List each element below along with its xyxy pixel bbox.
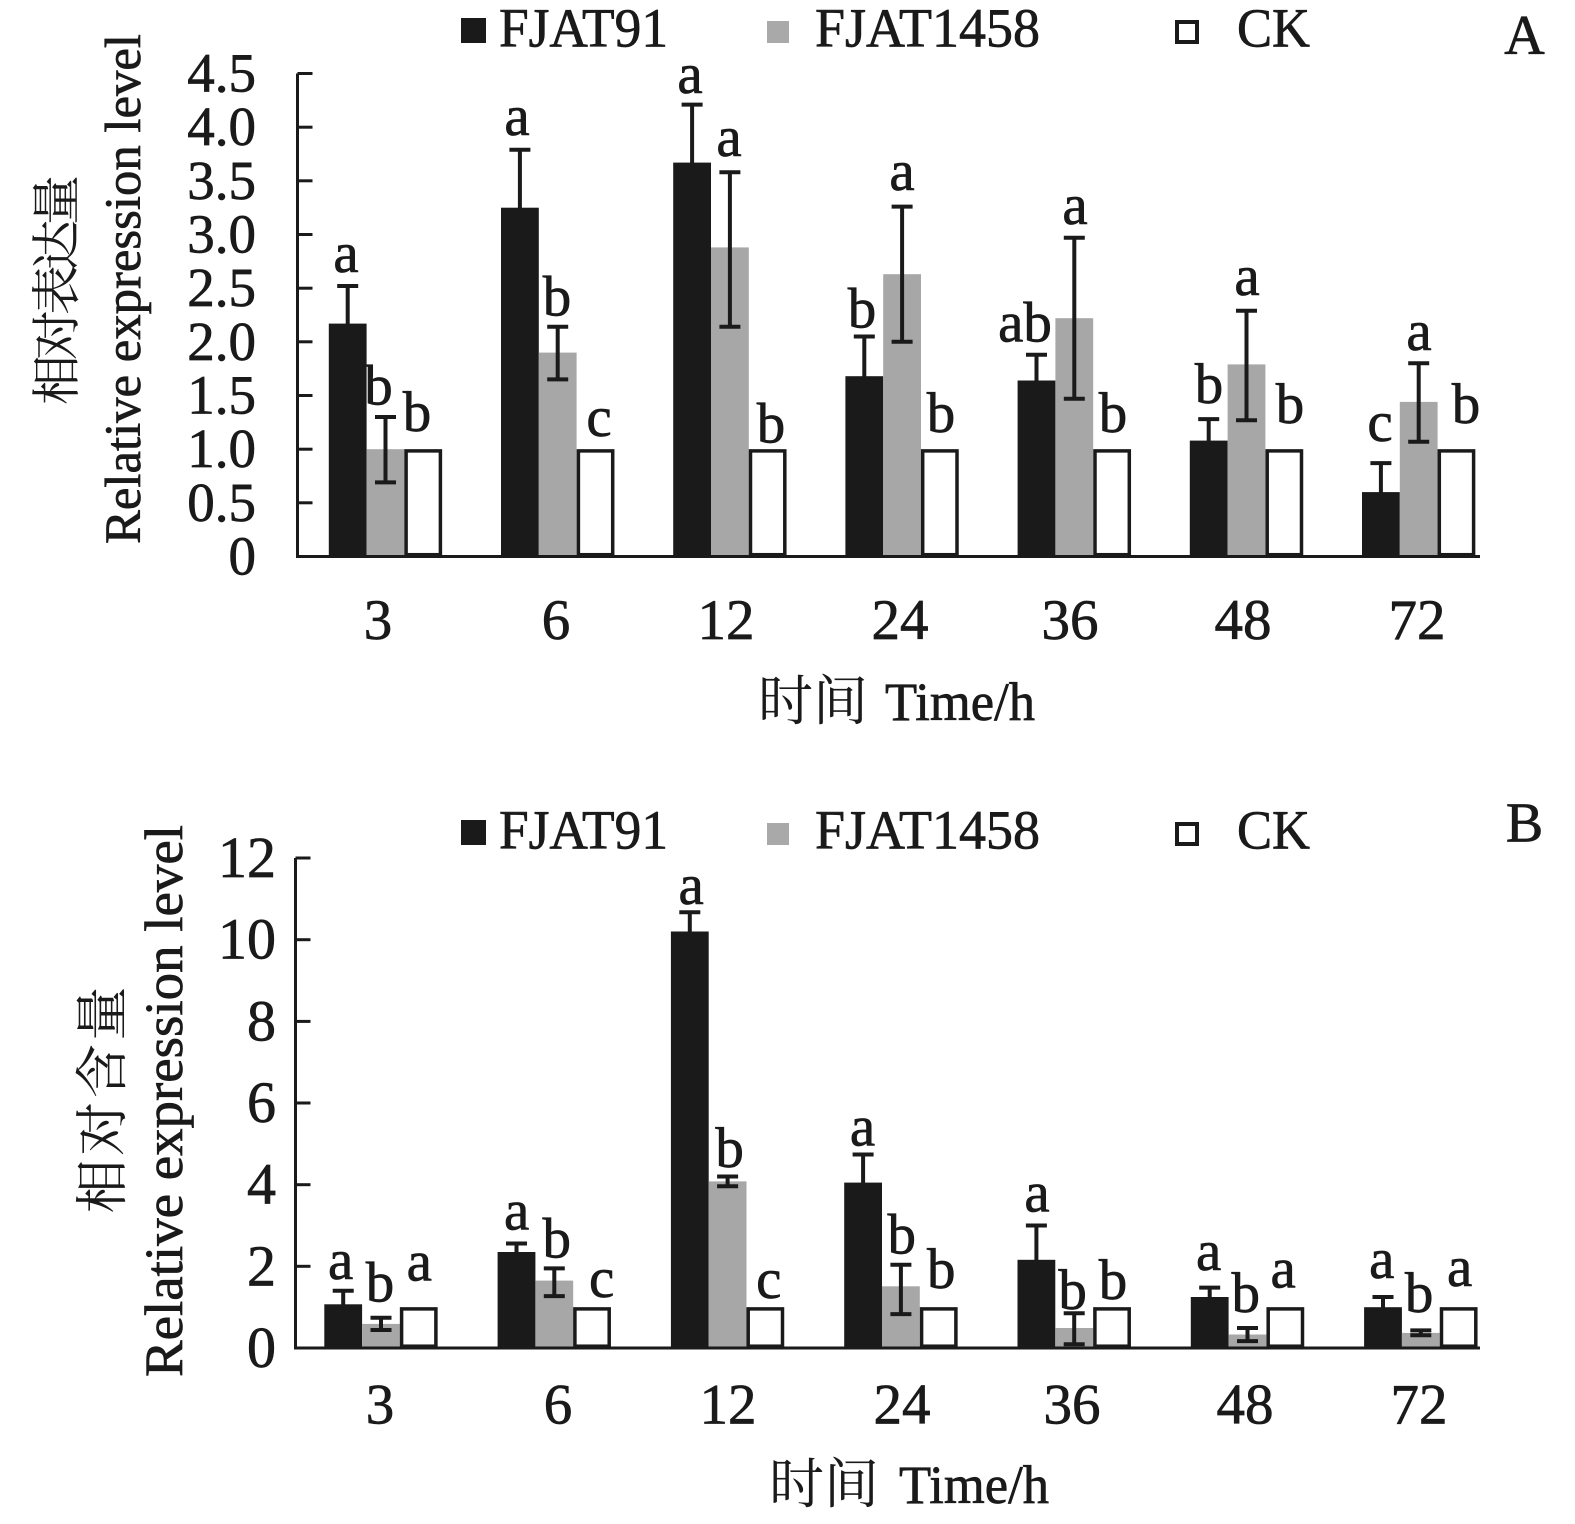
svg-text:6: 6	[247, 1070, 276, 1135]
svg-text:b: b	[927, 1238, 956, 1301]
svg-text:b: b	[1195, 353, 1224, 416]
svg-text:a: a	[679, 854, 704, 917]
svg-text:6: 6	[544, 1374, 573, 1437]
svg-text:24: 24	[872, 589, 929, 652]
svg-text:b: b	[715, 1117, 744, 1180]
svg-text:b: b	[403, 381, 432, 444]
svg-text:b: b	[1452, 373, 1481, 436]
svg-text:a: a	[1270, 1238, 1295, 1301]
svg-text:ab: ab	[998, 292, 1052, 355]
svg-text:b: b	[366, 1252, 395, 1315]
svg-text:A: A	[1504, 5, 1545, 67]
svg-text:c: c	[756, 1248, 781, 1311]
svg-text:b: b	[1232, 1262, 1261, 1325]
svg-text:3: 3	[366, 1374, 395, 1437]
svg-text:a: a	[504, 1180, 529, 1243]
svg-text:0: 0	[229, 526, 257, 587]
svg-text:b: b	[757, 393, 786, 456]
svg-text:36: 36	[1044, 1374, 1101, 1437]
svg-text:b: b	[848, 278, 877, 341]
svg-text:48: 48	[1215, 589, 1272, 652]
svg-text:CK: CK	[1237, 800, 1310, 861]
svg-text:b: b	[364, 355, 393, 418]
svg-text:c: c	[586, 386, 611, 449]
svg-text:48: 48	[1217, 1374, 1274, 1437]
svg-text:0: 0	[247, 1315, 276, 1380]
svg-text:4: 4	[247, 1152, 276, 1217]
svg-text:FJAT91: FJAT91	[499, 0, 668, 59]
svg-text:3: 3	[364, 589, 393, 652]
svg-text:b: b	[927, 382, 956, 445]
svg-text:FJAT1458: FJAT1458	[815, 800, 1040, 861]
svg-text:4.5: 4.5	[187, 43, 256, 104]
svg-text:72: 72	[1391, 1374, 1448, 1437]
svg-text:b: b	[542, 1208, 571, 1271]
svg-text:b: b	[1099, 1249, 1128, 1312]
svg-text:a: a	[1024, 1162, 1049, 1225]
svg-text:Time/h: Time/h	[885, 672, 1035, 732]
svg-text:12: 12	[218, 825, 276, 890]
svg-text:1.0: 1.0	[187, 418, 256, 479]
svg-text:4.0: 4.0	[187, 96, 256, 157]
svg-text:8: 8	[247, 988, 276, 1053]
svg-text:c: c	[589, 1247, 614, 1310]
svg-text:FJAT91: FJAT91	[499, 800, 668, 861]
svg-text:a: a	[889, 140, 914, 203]
svg-text:72: 72	[1389, 589, 1446, 652]
svg-text:a: a	[333, 222, 358, 285]
svg-text:a: a	[1447, 1236, 1472, 1299]
svg-text:3.5: 3.5	[187, 150, 256, 211]
svg-text:a: a	[1369, 1228, 1394, 1291]
svg-text:B: B	[1506, 793, 1543, 855]
svg-text:3.0: 3.0	[187, 204, 256, 265]
svg-text:1.5: 1.5	[187, 365, 256, 426]
svg-text:a: a	[328, 1229, 353, 1292]
svg-text:a: a	[677, 43, 702, 106]
svg-text:a: a	[1062, 174, 1087, 237]
svg-text:FJAT1458: FJAT1458	[815, 0, 1040, 59]
svg-text:b: b	[888, 1204, 917, 1267]
svg-text:2.5: 2.5	[187, 257, 256, 318]
svg-text:Relative expression level: Relative expression level	[96, 34, 152, 544]
svg-text:b: b	[1405, 1262, 1434, 1325]
svg-text:a: a	[1406, 300, 1431, 363]
svg-text:2.0: 2.0	[187, 311, 256, 372]
svg-text:b: b	[1058, 1259, 1087, 1322]
svg-text:24: 24	[874, 1374, 931, 1437]
svg-text:12: 12	[698, 589, 755, 652]
svg-text:Time/h: Time/h	[899, 1455, 1049, 1515]
svg-text:a: a	[850, 1095, 875, 1158]
svg-text:a: a	[1234, 245, 1259, 308]
svg-text:b: b	[543, 266, 572, 329]
svg-text:a: a	[716, 106, 741, 169]
svg-text:Relative expression level: Relative expression level	[134, 825, 194, 1377]
svg-text:6: 6	[542, 589, 571, 652]
svg-text:0.5: 0.5	[187, 472, 256, 533]
svg-text:b: b	[1099, 382, 1128, 445]
svg-text:a: a	[407, 1230, 432, 1293]
svg-text:b: b	[1276, 373, 1305, 436]
svg-text:36: 36	[1042, 589, 1099, 652]
svg-text:CK: CK	[1237, 0, 1310, 59]
svg-text:a: a	[1196, 1220, 1221, 1283]
svg-text:12: 12	[700, 1374, 757, 1437]
svg-text:a: a	[504, 85, 529, 148]
svg-text:c: c	[1367, 391, 1392, 454]
svg-text:10: 10	[218, 907, 276, 972]
svg-text:2: 2	[247, 1233, 276, 1298]
